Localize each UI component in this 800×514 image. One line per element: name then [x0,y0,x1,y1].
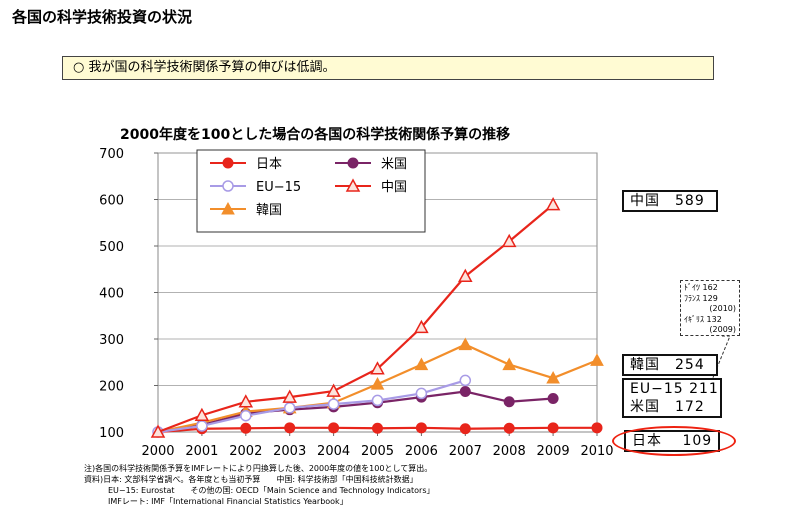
footnote-line: 注)各国の科学技術関係予算をIMFレートにより円換算した後、2000年度の値を1… [84,464,433,473]
data-point [240,422,252,434]
callout-china: 中国 589 [622,190,718,212]
x-tick-label: 2002 [229,444,262,459]
legend-marker [347,157,359,169]
x-tick-label: 2000 [141,444,174,459]
data-point [591,422,603,434]
series-3 [150,197,561,438]
callout-korea-text: 韓国 254 [630,357,705,373]
series-line [157,390,554,434]
data-point [283,402,296,414]
other-countries-note: ﾄﾞｲﾂ 162 ﾌﾗﾝｽ 129 (2010) ｲｷﾞﾘｽ 132 (2009… [680,280,740,336]
data-point [326,383,341,397]
x-tick-label: 2004 [317,444,350,459]
y-tick-label: 500 [99,240,124,255]
x-tick-label: 2010 [580,444,613,459]
data-point [414,319,429,334]
series-line [157,203,554,434]
y-tick-label: 400 [99,287,124,302]
data-point [415,387,428,400]
data-point [194,407,210,422]
data-point [458,337,473,351]
data-point [196,420,208,432]
data-point [370,361,385,375]
note-germany: ﾄﾞｲﾂ 162 [684,283,718,292]
callout-us-text: 米国 172 [630,399,705,415]
data-point [240,409,252,422]
data-point [150,424,166,438]
data-point [503,422,515,434]
data-point [590,353,604,366]
page-title: 各国の科学技術投資の状況 [12,8,193,26]
data-point [282,389,297,403]
data-point [327,398,340,410]
footnote-line: IMFレート: IMF「International Financial Stat… [84,497,348,506]
note-pointer [711,335,731,381]
y-tick-label: 600 [99,194,124,209]
x-tick-label: 2006 [405,444,438,459]
data-point [372,422,383,434]
data-point [415,422,427,434]
callout-eu-text: EU−15 211 [630,381,719,397]
summary-box: ○ 我が国の科学技術関係予算の伸びは低調。 [62,56,714,80]
y-tick-label: 700 [99,147,124,162]
y-tick-label: 200 [99,380,124,395]
footnotes: 注)各国の科学技術関係予算をIMFレートにより円換算した後、2000年度の値を1… [84,463,435,507]
series-line [157,379,466,434]
data-point [458,268,473,282]
x-tick-label: 2009 [537,444,570,459]
x-tick-label: 2001 [185,444,218,459]
footnote-line: EU−15: Eurostat その他の国: OECD「Main Science… [84,486,435,495]
callout-china-text: 中国 589 [630,193,705,209]
legend-marker [221,201,235,215]
callout-korea: 韓国 254 [622,354,718,376]
y-tick-label: 100 [99,426,124,441]
legend-label: EU−15 [256,180,301,195]
data-point [501,233,517,248]
data-point [547,393,559,405]
callout-eu-us: EU−15 211 米国 172 [622,378,722,418]
data-point [238,394,254,408]
data-point [503,396,515,408]
legend-label: 中国 [381,180,407,195]
data-point [502,357,517,371]
data-point [545,197,561,211]
data-point [459,423,471,435]
x-tick-label: 2005 [361,444,394,459]
note-year-2009: (2009) [709,325,736,334]
data-point [459,386,471,398]
legend-label: 米国 [381,157,407,172]
chart-title: 2000年度を100とした場合の各国の科学技術関係予算の推移 [120,127,511,143]
data-point [284,422,296,434]
data-point [547,422,559,434]
data-point [370,377,385,390]
note-france: ﾌﾗﾝｽ 129 [684,293,718,303]
y-tick-label: 300 [99,333,124,348]
footnote-line: 資料)日本: 文部科学省調べ。各年度とも当初予算 中国: 科学技術部「中国科技統… [84,475,418,484]
legend-label: 日本 [256,157,282,172]
series-2 [152,374,472,438]
legend-marker [345,178,361,192]
x-tick-label: 2003 [273,444,306,459]
note-year-2010: (2010) [709,304,736,313]
x-tick-label: 2008 [493,444,526,459]
legend-marker [222,180,234,192]
data-point [414,357,429,371]
legend-label: 韓国 [256,203,282,218]
x-tick-label: 2007 [449,444,482,459]
data-point [546,371,560,384]
legend-marker [222,157,234,169]
note-uk: ｲｷﾞﾘｽ 132 [684,314,722,324]
data-point [459,374,472,387]
data-point [328,422,340,434]
japan-highlight-ring [612,426,736,456]
data-point [371,394,384,407]
